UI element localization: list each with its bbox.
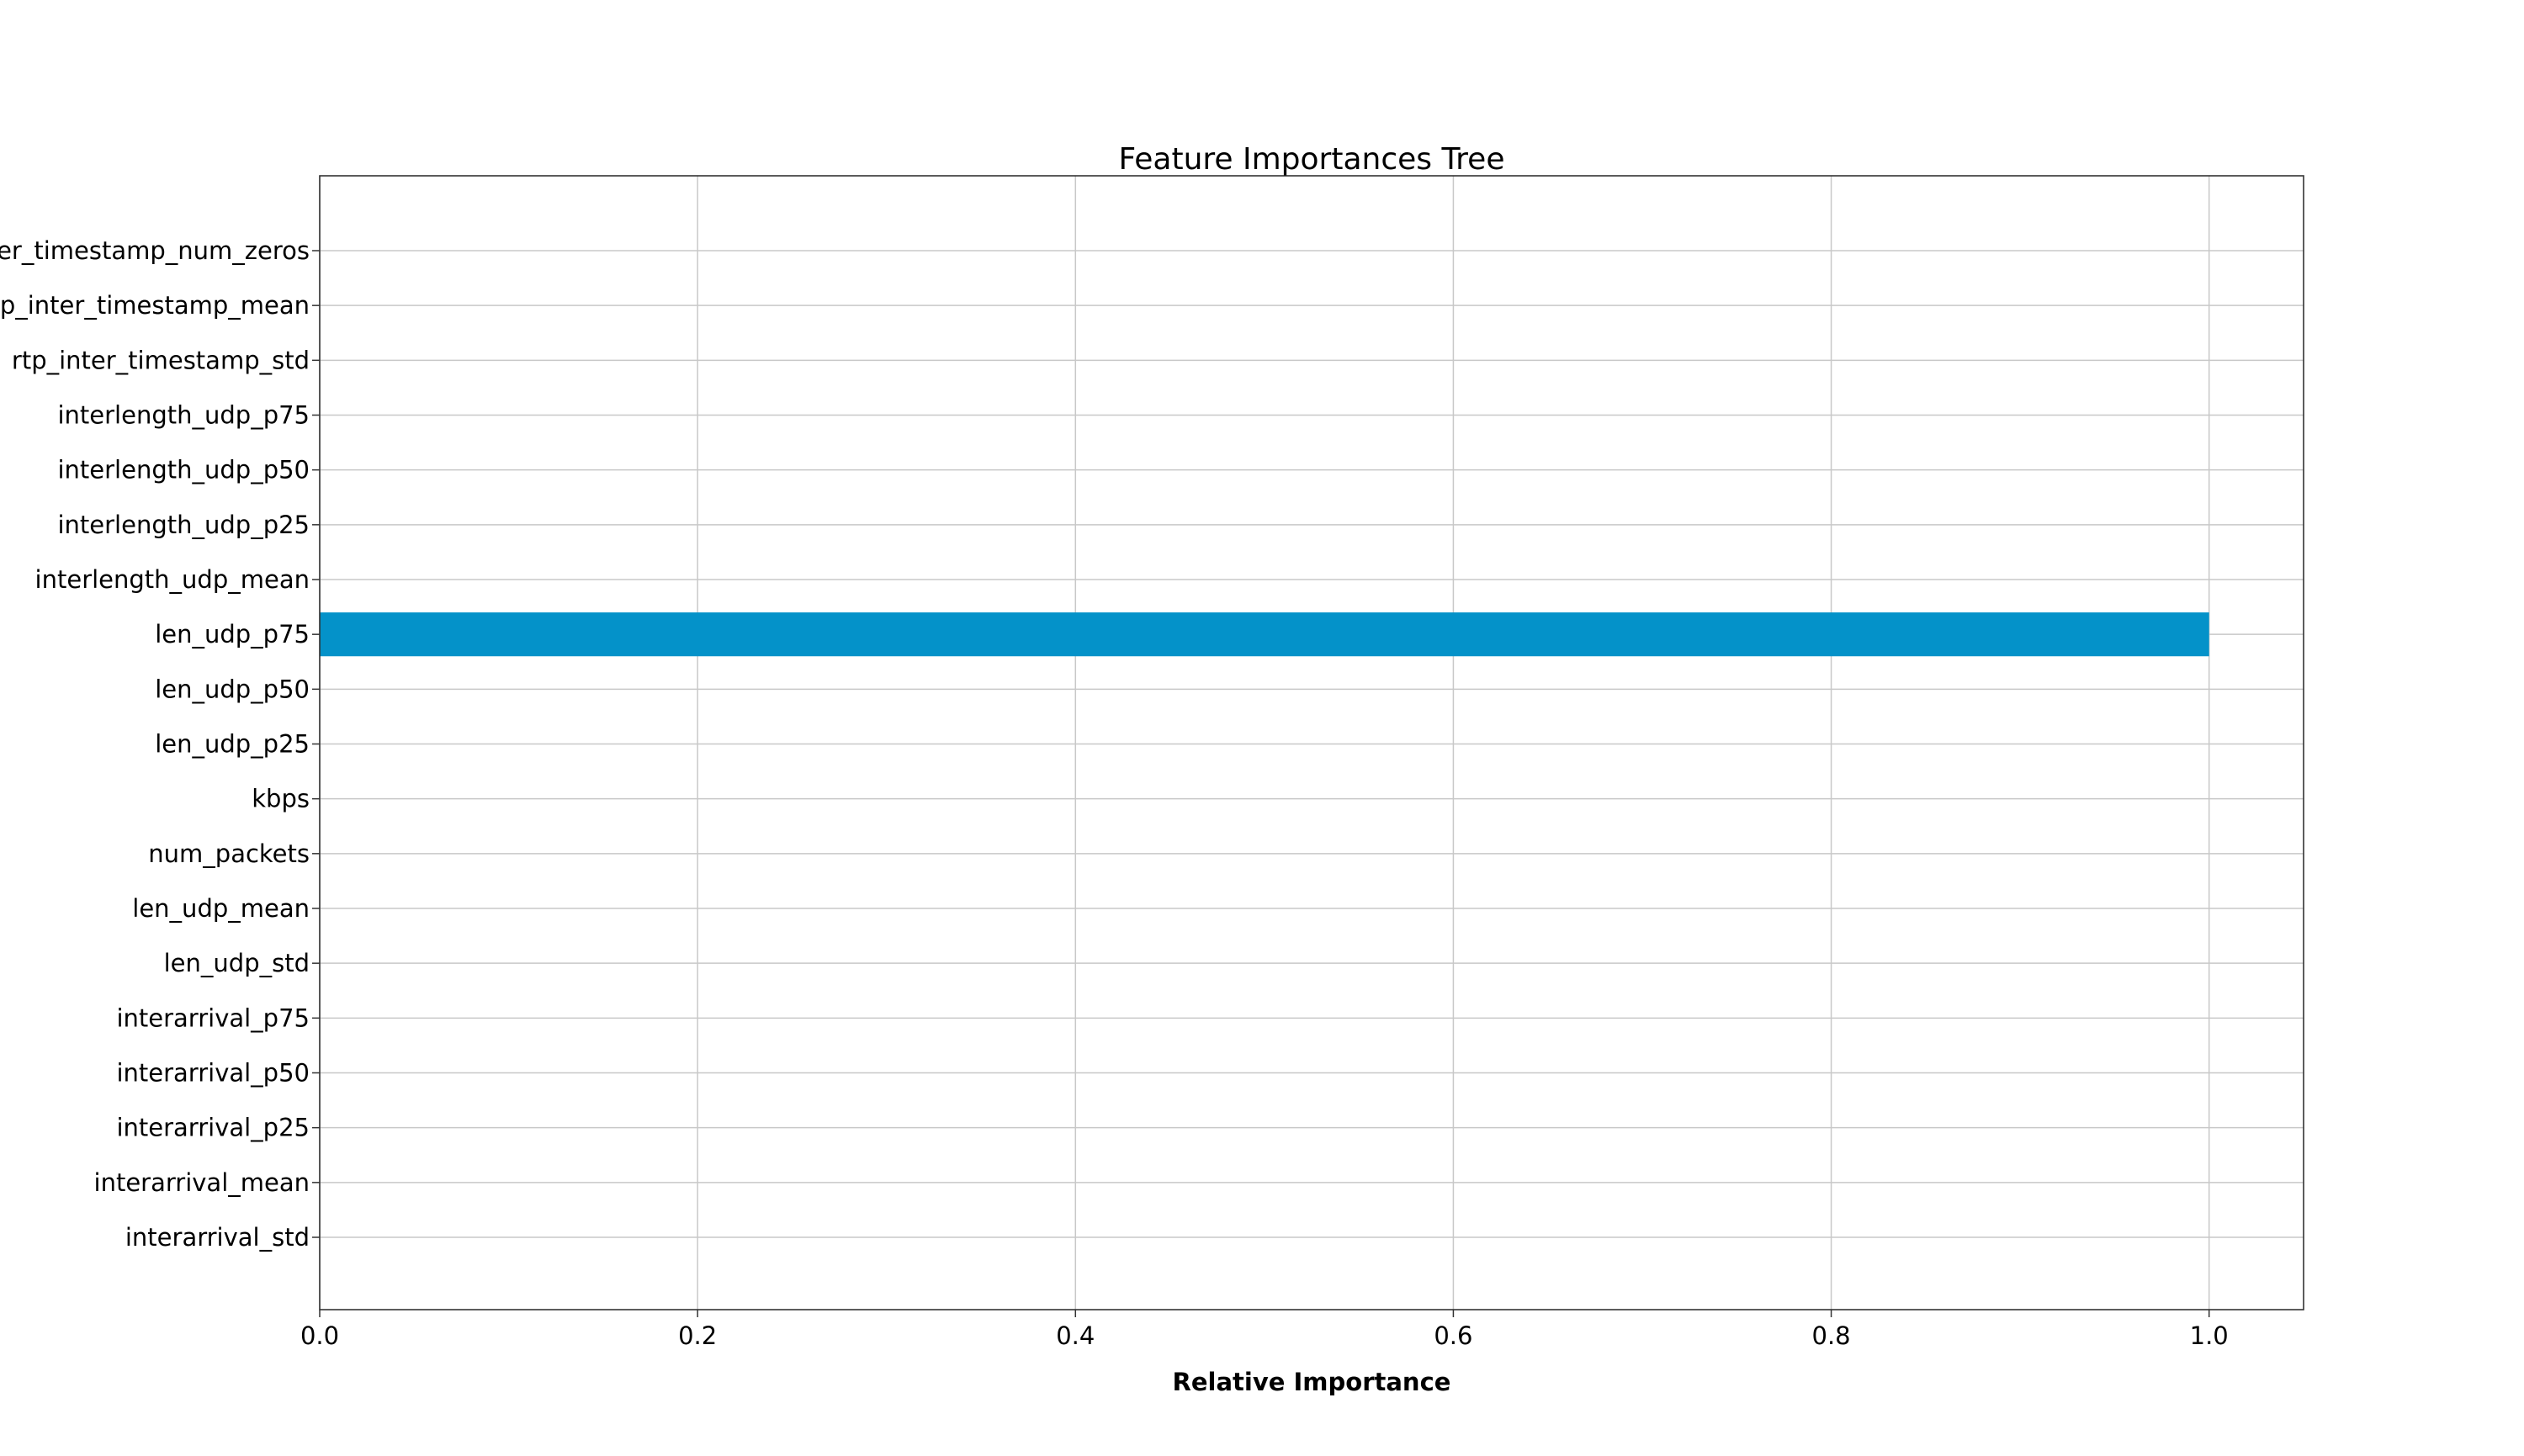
y-tick-label: len_udp_p25 [155, 730, 310, 759]
y-tick-label: len_udp_mean [132, 894, 310, 923]
y-tick-label: interarrival_p50 [116, 1059, 310, 1088]
y-tick-label: interlength_udp_p75 [57, 401, 310, 430]
x-tick-label: 0.6 [1434, 1321, 1472, 1350]
y-tick-label: rtp_inter_timestamp_std [12, 346, 310, 374]
y-tick-label: ter_timestamp_num_zeros [0, 236, 310, 265]
y-tick-label: kbps [252, 785, 310, 813]
x-ticks: 0.0 0.2 0.4 0.6 0.8 1.0 [300, 1310, 2229, 1350]
bars [320, 612, 2209, 657]
grid [319, 176, 2304, 1310]
y-tick-label: len_udp_p75 [155, 620, 310, 649]
y-tick-label: interarrival_p25 [116, 1114, 310, 1142]
y-tick-label: interarrival_std [125, 1223, 310, 1252]
y-tick-label: tp_inter_timestamp_mean [0, 291, 310, 320]
y-tick-label: interlength_udp_mean [35, 565, 310, 594]
x-axis-label: Relative Importance [1173, 1368, 1451, 1396]
y-tick-label: interarrival_p75 [116, 1003, 310, 1032]
x-tick-label: 0.4 [1056, 1321, 1095, 1350]
y-ticks: ter_timestamp_num_zeros tp_inter_timestam… [0, 236, 320, 1252]
x-tick-label: 0.8 [1812, 1321, 1851, 1350]
y-tick-label: interlength_udp_p25 [57, 511, 310, 539]
y-tick-label: len_udp_p50 [155, 675, 310, 703]
chart-title: Feature Importances Tree [1119, 142, 1505, 177]
x-tick-label: 1.0 [2190, 1321, 2229, 1350]
y-tick-label: interarrival_mean [94, 1168, 310, 1197]
y-tick-label: len_udp_std [164, 949, 310, 977]
x-tick-label: 0.2 [678, 1321, 717, 1350]
y-tick-label: interlength_udp_p50 [57, 456, 310, 484]
bar [320, 612, 2209, 657]
x-tick-label: 0.0 [300, 1321, 339, 1350]
plot-frame [319, 175, 2304, 1310]
y-tick-label: num_packets [148, 839, 310, 868]
